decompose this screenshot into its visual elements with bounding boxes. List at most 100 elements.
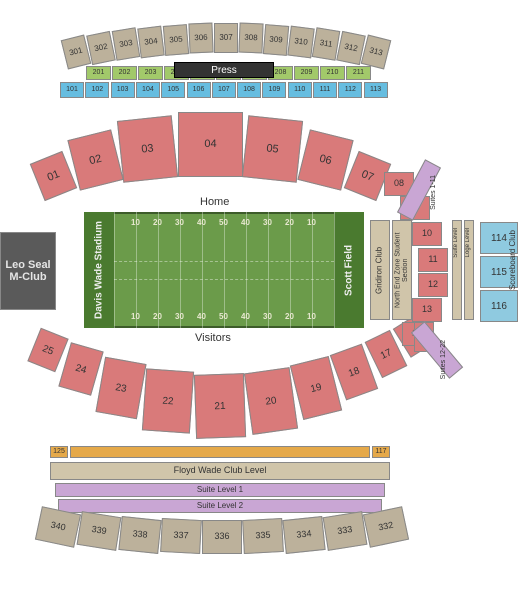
section-110[interactable]: 110: [288, 82, 312, 98]
section-105[interactable]: 105: [161, 82, 185, 98]
section-106[interactable]: 106: [187, 82, 211, 98]
section-23[interactable]: 23: [95, 357, 146, 419]
section-107[interactable]: 107: [212, 82, 236, 98]
yard-label-top: 50: [219, 218, 228, 227]
leo-seal-m-club[interactable]: Leo Seal M-Club: [0, 232, 56, 310]
endzone-right: Scott Field: [334, 212, 364, 328]
section-108[interactable]: 108: [237, 82, 261, 98]
hash-marks-top: [114, 261, 334, 262]
yard-line: [114, 212, 115, 328]
yard-label-bottom: 20: [285, 312, 294, 321]
section-109[interactable]: 109: [262, 82, 286, 98]
yard-line: [246, 212, 247, 328]
section-309[interactable]: 309: [263, 24, 289, 56]
section-12[interactable]: 12: [418, 273, 448, 297]
visitors-label: Visitors: [195, 332, 231, 344]
section-22[interactable]: 22: [142, 368, 194, 433]
section-102[interactable]: 102: [85, 82, 109, 98]
yard-line: [136, 212, 137, 328]
section-306[interactable]: 306: [188, 23, 213, 54]
hash-marks-bottom: [114, 279, 334, 280]
section-10[interactable]: 10: [412, 222, 442, 246]
home-label: Home: [200, 196, 229, 208]
section-101[interactable]: 101: [60, 82, 84, 98]
stadium-map: 3013023033043053063073083093103113123132…: [0, 0, 525, 589]
yard-label-bottom: 10: [131, 312, 140, 321]
section-125[interactable]: 125: [50, 446, 68, 458]
section-332[interactable]: 332: [363, 506, 409, 548]
section-11[interactable]: 11: [418, 248, 448, 272]
section-209[interactable]: 209: [294, 66, 319, 80]
section-211[interactable]: 211: [346, 66, 371, 80]
section-210[interactable]: 210: [320, 66, 345, 80]
yard-label-bottom: 40: [197, 312, 206, 321]
section-305[interactable]: 305: [163, 24, 189, 56]
section-302[interactable]: 302: [86, 31, 116, 65]
yard-label-top: 40: [197, 218, 206, 227]
section-201[interactable]: 201: [86, 66, 111, 80]
section-24[interactable]: 24: [58, 342, 103, 396]
orange-level-strip[interactable]: [70, 446, 370, 458]
yard-label-top: 10: [131, 218, 140, 227]
yard-line: [158, 212, 159, 328]
yard-label-bottom: 40: [241, 312, 250, 321]
section-25[interactable]: 25: [27, 328, 68, 373]
section-103[interactable]: 103: [111, 82, 135, 98]
yard-line: [202, 212, 203, 328]
suite-level-2[interactable]: Suite Level 2: [58, 499, 382, 513]
section-04[interactable]: 04: [178, 112, 243, 177]
section-335[interactable]: 335: [242, 518, 284, 554]
yard-line: [334, 212, 335, 328]
section-01[interactable]: 01: [30, 151, 77, 201]
section-13[interactable]: 13: [412, 298, 442, 322]
section-112[interactable]: 112: [338, 82, 362, 98]
section-05[interactable]: 05: [242, 115, 303, 182]
yard-label-bottom: 30: [175, 312, 184, 321]
gridiron-club[interactable]: Gridiron Club: [370, 220, 390, 320]
section-337[interactable]: 337: [160, 518, 202, 554]
loge-level-label: Loge Level: [465, 228, 471, 257]
section-116[interactable]: 116: [480, 290, 518, 322]
section-202[interactable]: 202: [112, 66, 137, 80]
yard-label-top: 30: [263, 218, 272, 227]
suite-level-1[interactable]: Suite Level 1: [55, 483, 385, 497]
yard-line: [268, 212, 269, 328]
section-339[interactable]: 339: [77, 511, 122, 551]
suite-level-label: Suite Level: [453, 228, 459, 258]
yard-label-top: 10: [307, 218, 316, 227]
section-113[interactable]: 113: [364, 82, 388, 98]
section-303[interactable]: 303: [112, 27, 141, 60]
press-box: Press: [174, 62, 274, 78]
section-313[interactable]: 313: [361, 35, 392, 70]
section-308[interactable]: 308: [238, 23, 263, 54]
section-03[interactable]: 03: [117, 115, 178, 182]
scoreboard-club-label: Scoreboard Club: [508, 230, 517, 290]
section-338[interactable]: 338: [118, 516, 161, 554]
section-02[interactable]: 02: [67, 129, 123, 190]
suites-12-22-label: Suites 12-22: [440, 340, 447, 379]
floyd-wade-club-level[interactable]: Floyd Wade Club Level: [50, 462, 390, 480]
yard-line: [180, 212, 181, 328]
section-21[interactable]: 21: [194, 373, 246, 439]
suites-1-11-label: Suites 1-11: [430, 175, 437, 210]
section-104[interactable]: 104: [136, 82, 160, 98]
section-304[interactable]: 304: [137, 25, 164, 58]
section-117[interactable]: 117: [372, 446, 390, 458]
endzone-left: Davis Wade Stadium: [84, 212, 114, 328]
yard-line: [224, 212, 225, 328]
section-334[interactable]: 334: [282, 516, 325, 554]
section-20[interactable]: 20: [244, 367, 298, 435]
section-336[interactable]: 336: [202, 520, 242, 554]
yard-label-top: 20: [153, 218, 162, 227]
section-340[interactable]: 340: [35, 506, 81, 548]
student-section[interactable]: North End Zone Student Section: [392, 220, 412, 320]
section-310[interactable]: 310: [287, 25, 314, 58]
yard-label-bottom: 30: [263, 312, 272, 321]
section-111[interactable]: 111: [313, 82, 337, 98]
section-307[interactable]: 307: [214, 23, 238, 53]
section-203[interactable]: 203: [138, 66, 163, 80]
section-333[interactable]: 333: [323, 511, 368, 551]
yard-label-top: 30: [175, 218, 184, 227]
yard-line: [290, 212, 291, 328]
yard-label-top: 20: [285, 218, 294, 227]
